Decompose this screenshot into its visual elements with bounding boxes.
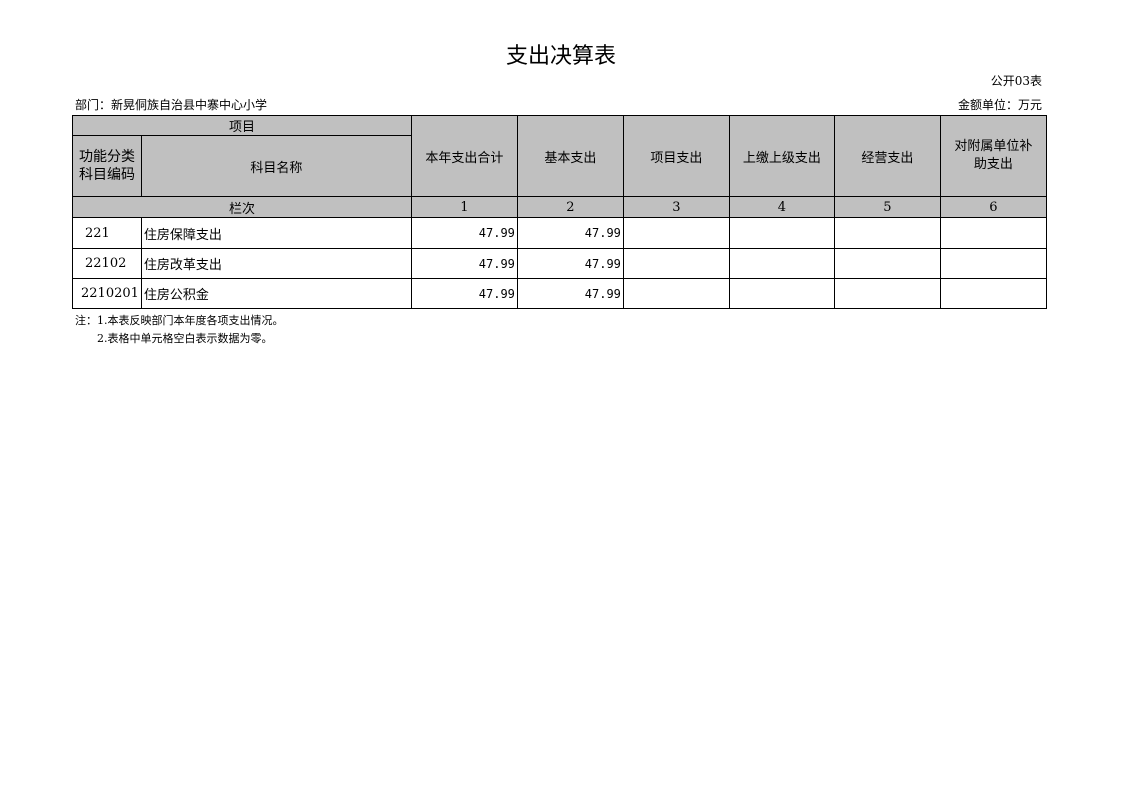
cell-value: 47.99 <box>516 217 624 249</box>
row-code: 221 <box>72 217 142 249</box>
column-number: 4 <box>728 196 835 218</box>
note-1: 注：1.本表反映部门本年度各项支出情况。 <box>75 314 284 327</box>
cell-value <box>622 248 730 279</box>
table-row: 22102 住房改革支出 47.99 47.99 <box>72 248 1047 279</box>
expenditure-table: 项目 本年支出合计 基本支出 项目支出 上缴上级支出 经营支出 对附属单位补助支… <box>72 115 1047 309</box>
cell-value: 47.99 <box>516 248 624 279</box>
header-col-1: 本年支出合计 <box>410 115 518 197</box>
cell-value <box>728 248 835 279</box>
row-code: 22102 <box>72 248 142 279</box>
header-col-2: 基本支出 <box>516 115 624 197</box>
header-item: 项目 <box>72 115 412 136</box>
unit-label: 金额单位：万元 <box>957 98 1042 112</box>
cell-value <box>622 217 730 249</box>
column-number: 3 <box>622 196 730 218</box>
cell-value <box>728 278 835 309</box>
table-row: 221 住房保障支出 47.99 47.99 <box>72 217 1047 249</box>
cell-value <box>939 217 1047 249</box>
row-name: 住房保障支出 <box>140 217 412 249</box>
table-code: 公开03表 <box>990 74 1042 88</box>
column-number: 6 <box>939 196 1047 218</box>
cell-value <box>939 248 1047 279</box>
cell-value <box>728 217 835 249</box>
note-2: 2.表格中单元格空白表示数据为零。 <box>97 332 273 345</box>
header-col-5: 经营支出 <box>833 115 941 197</box>
cell-value <box>833 278 941 309</box>
header-subject-name: 科目名称 <box>140 135 412 197</box>
row-name: 住房改革支出 <box>140 248 412 279</box>
column-number: 1 <box>410 196 518 218</box>
header-func-code: 功能分类科目编码 <box>72 135 142 197</box>
cell-value: 47.99 <box>516 278 624 309</box>
header-col-6: 对附属单位补助支出 <box>939 115 1047 197</box>
header-col-3: 项目支出 <box>622 115 730 197</box>
column-number: 2 <box>516 196 624 218</box>
row-code: 2210201 <box>72 278 142 309</box>
header-col-4: 上缴上级支出 <box>728 115 835 197</box>
cell-value <box>622 278 730 309</box>
cell-value <box>939 278 1047 309</box>
cell-value <box>833 248 941 279</box>
cell-value <box>833 217 941 249</box>
column-number: 5 <box>833 196 941 218</box>
table-row: 2210201 住房公积金 47.99 47.99 <box>72 278 1047 309</box>
row-label: 栏次 <box>72 196 412 218</box>
cell-value: 47.99 <box>410 248 518 279</box>
cell-value: 47.99 <box>410 217 518 249</box>
row-name: 住房公积金 <box>140 278 412 309</box>
notes: 注：1.本表反映部门本年度各项支出情况。 2.表格中单元格空白表示数据为零。 <box>75 312 284 348</box>
cell-value: 47.99 <box>410 278 518 309</box>
page-title: 支出决算表 <box>505 44 616 69</box>
department-label: 部门：新晃侗族自治县中寨中心小学 <box>75 98 268 112</box>
